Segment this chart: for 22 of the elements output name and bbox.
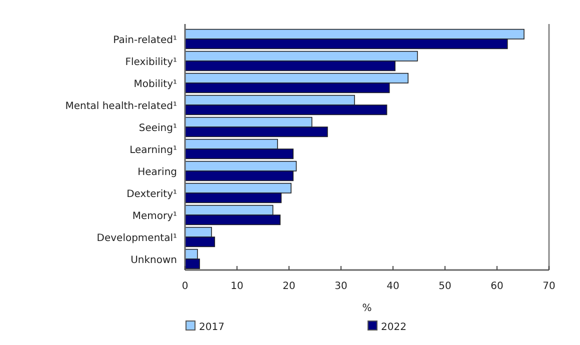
x-tick-label: 70 xyxy=(542,281,556,292)
y-tick-label: Flexibility¹ xyxy=(125,57,177,68)
x-tick-label: 30 xyxy=(334,281,348,292)
legend-label: 2022 xyxy=(381,322,406,333)
y-tick-label: Hearing xyxy=(138,167,177,178)
y-tick-label: Developmental¹ xyxy=(96,233,177,244)
x-tick-label: 20 xyxy=(282,281,296,292)
y-tick-label: Pain-related¹ xyxy=(113,35,177,46)
y-tick-label: Mental health-related¹ xyxy=(65,101,177,112)
y-tick-label: Learning¹ xyxy=(130,145,177,156)
x-tick-label: 40 xyxy=(386,281,400,292)
y-tick-label: Dexterity¹ xyxy=(126,189,177,200)
x-tick-label: 50 xyxy=(438,281,452,292)
y-tick-label: Unknown xyxy=(130,255,177,266)
x-tick-label: 10 xyxy=(230,281,244,292)
y-tick-label: Seeing¹ xyxy=(138,123,177,134)
x-tick-label: 60 xyxy=(490,281,504,292)
legend-label: 2017 xyxy=(199,322,224,333)
y-tick-label: Mobility¹ xyxy=(134,79,177,90)
y-tick-label: Memory¹ xyxy=(132,211,177,222)
x-axis-title: % xyxy=(362,303,372,314)
x-tick-label: 0 xyxy=(182,281,188,292)
